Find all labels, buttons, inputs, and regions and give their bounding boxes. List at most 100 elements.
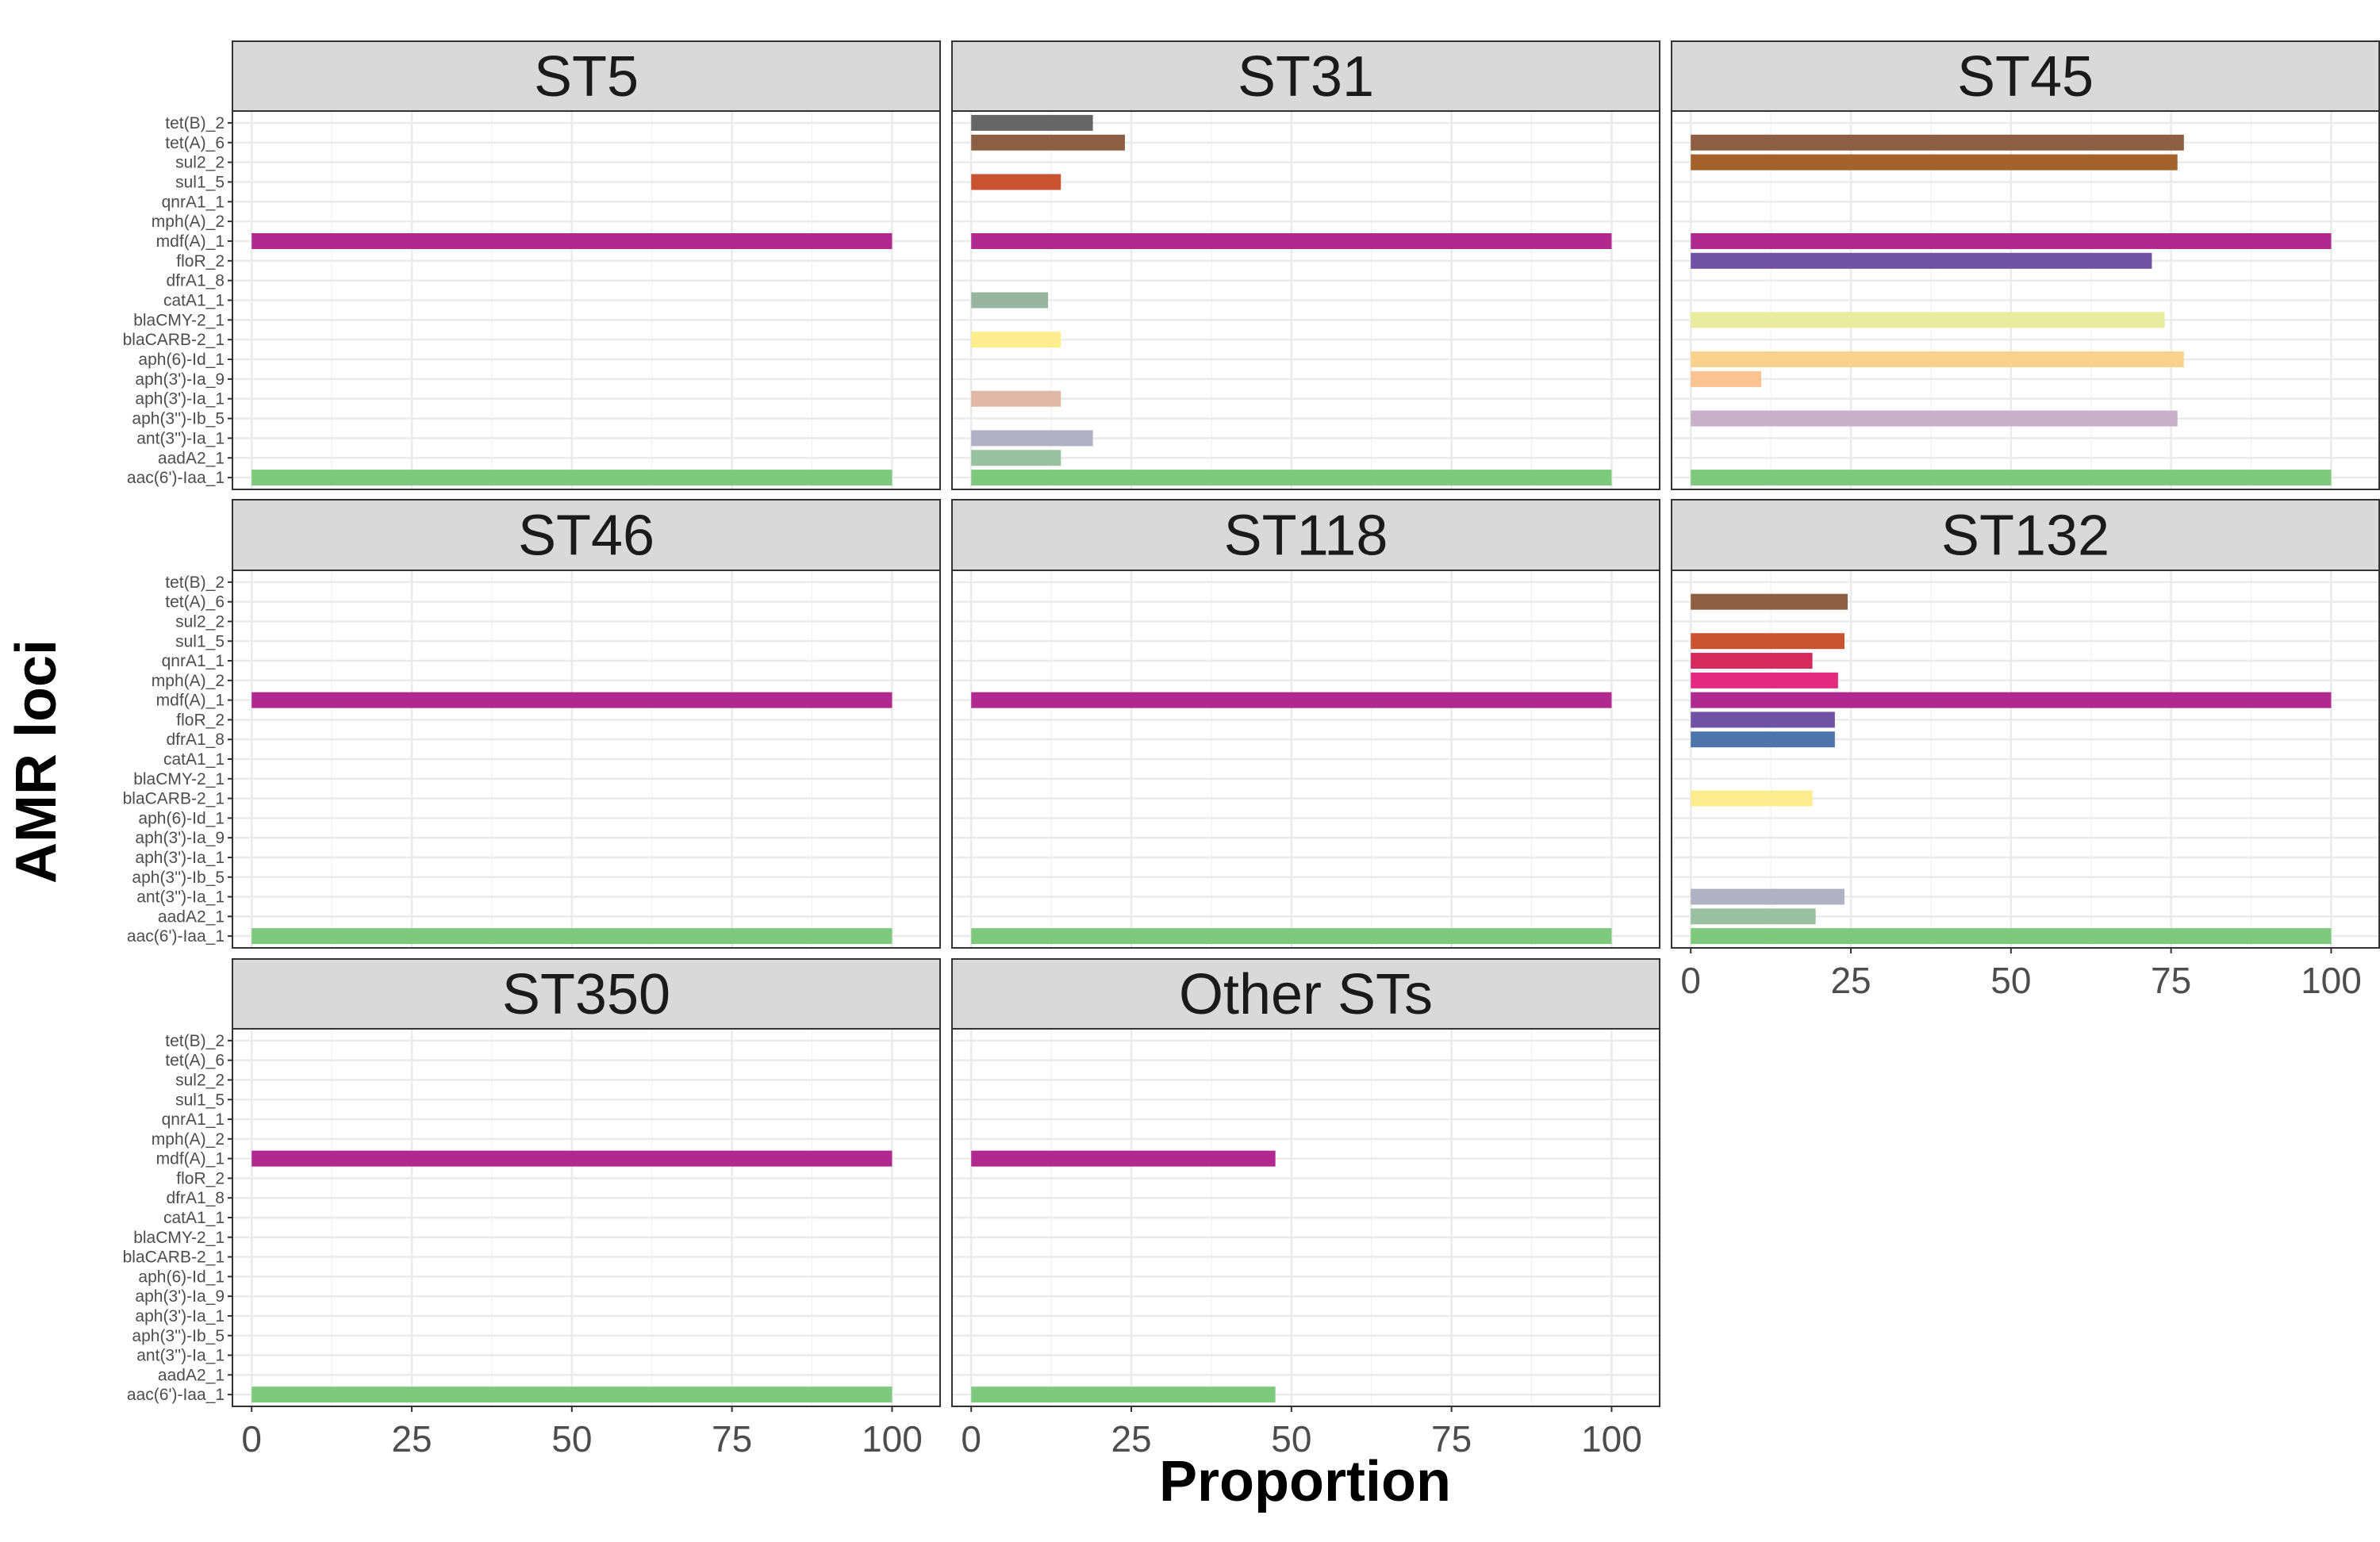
- bar-st45-aph-3-ib-5: [1691, 410, 2178, 427]
- x-tick-label: 75: [2151, 960, 2191, 1001]
- y-tick-label: dfrA1_8: [166, 731, 225, 749]
- y-tick-label: mdf(A)_1: [156, 232, 225, 251]
- y-tick-label: ant(3'')-Ia_1: [136, 1347, 225, 1365]
- y-tick-label: aadA2_1: [158, 1366, 225, 1384]
- x-tick-label: 25: [1830, 960, 1871, 1001]
- y-tick-label: ant(3'')-Ia_1: [136, 888, 225, 907]
- y-axis-title: AMR loci: [5, 639, 68, 884]
- facet-strip-label: ST5: [534, 45, 639, 109]
- bar-st132-sul1-5: [1691, 633, 1844, 650]
- bar-st132-blacarb-2-1: [1691, 790, 1813, 807]
- y-tick-label: mdf(A)_1: [156, 692, 225, 710]
- bar-st31-sul1-5: [971, 174, 1061, 190]
- facet-panel-st132: ST132 0 25 50 75 100: [1671, 499, 2380, 1001]
- bar-st31-aada2-1: [971, 450, 1061, 466]
- y-tick-label: qnrA1_1: [162, 652, 225, 670]
- x-tick-label: 25: [391, 1418, 432, 1460]
- x-tick-label: 100: [1581, 1418, 1642, 1460]
- y-tick-label: sul2_2: [175, 612, 225, 631]
- x-tick-label: 0: [961, 1418, 981, 1460]
- x-axis-title: Proportion: [1159, 1450, 1451, 1513]
- bar-st46-mdf-a-1: [251, 692, 892, 708]
- y-tick-label: sul1_5: [175, 173, 225, 191]
- bar-st31-aph-3-ia-1: [971, 390, 1061, 407]
- bar-st132-tet-a-6: [1691, 593, 1848, 610]
- bar-st45-blacmy-2-1: [1691, 312, 2165, 328]
- facet-strip-st31: [951, 40, 1660, 112]
- y-tick-label: aac(6')-Iaa_1: [127, 927, 225, 946]
- facet-strip-st132: [1671, 499, 2380, 571]
- facet-strip-label: ST31: [1238, 45, 1374, 109]
- bar-st31-blacarb-2-1: [971, 332, 1061, 348]
- bar-st31-tet-b-2: [971, 114, 1093, 131]
- bar-st31-mdf-a-1: [971, 232, 1612, 249]
- bar-st45-sul2-2: [1691, 154, 2178, 171]
- y-tick-label: sul2_2: [175, 1071, 225, 1089]
- y-tick-label: catA1_1: [163, 292, 225, 310]
- y-tick-label: aph(3')-Ia_1: [135, 1307, 225, 1325]
- y-tick-label: dfrA1_8: [166, 1189, 225, 1207]
- bar-st118-aac-6-iaa-1: [971, 928, 1612, 945]
- y-tick-label: qnrA1_1: [162, 1110, 225, 1129]
- x-tick-label: 50: [551, 1418, 592, 1460]
- bar-st132-flor-2: [1691, 712, 1835, 728]
- x-tick-label: 25: [1111, 1418, 1151, 1460]
- bar-st45-tet-a-6: [1691, 134, 2184, 151]
- facet-strip-label: ST45: [1957, 45, 2094, 109]
- y-tick-label: aac(6')-Iaa_1: [127, 469, 225, 487]
- facet-strip-label: ST118: [1224, 504, 1388, 568]
- y-tick-label: blaCMY-2_1: [133, 311, 225, 329]
- y-tick-label: aac(6')-Iaa_1: [127, 1386, 225, 1404]
- facet-panel-st31: ST31: [951, 40, 1660, 490]
- y-tick-label: aph(3')-Ia_9: [135, 370, 225, 389]
- y-tick-label: floR_2: [176, 711, 225, 729]
- facet-panel-other-sts: Other STs 0 25 50 75 100: [951, 958, 1660, 1460]
- bar-st45-aph-6-id-1: [1691, 351, 2184, 368]
- y-tick-label: blaCMY-2_1: [133, 1229, 225, 1247]
- bar-st132-aac-6-iaa-1: [1691, 928, 2332, 945]
- x-tick-label: 0: [1680, 960, 1701, 1001]
- y-tick-label: aph(3'')-Ib_5: [132, 869, 225, 887]
- y-tick-label: tet(B)_2: [165, 573, 225, 592]
- y-tick-label: mph(A)_2: [152, 1130, 225, 1149]
- y-tick-label: aph(3')-Ia_1: [135, 390, 225, 409]
- x-tick-label: 75: [1431, 1418, 1472, 1460]
- bar-st31-aac-6-iaa-1: [971, 470, 1612, 486]
- y-tick-label: tet(A)_6: [165, 134, 225, 152]
- y-tick-label: tet(A)_6: [165, 1052, 225, 1070]
- y-tick-label: aph(6)-Id_1: [138, 1268, 225, 1286]
- x-tick-label: 50: [1271, 1418, 1311, 1460]
- x-tick-label: 75: [712, 1418, 752, 1460]
- y-tick-label: aph(3')-Ia_9: [135, 1287, 225, 1306]
- y-tick-label: blaCARB-2_1: [123, 1249, 225, 1267]
- facet-strip-label: ST46: [518, 504, 654, 568]
- bar-st132-dfra1-8: [1691, 731, 1835, 748]
- x-tick-label: 0: [241, 1418, 262, 1460]
- bar-st132-ant-3-ia-1: [1691, 888, 1844, 905]
- facet-strip-st5: [232, 40, 941, 112]
- y-tick-label: sul1_5: [175, 632, 225, 650]
- y-tick-label: mdf(A)_1: [156, 1150, 225, 1168]
- y-tick-label: aph(6)-Id_1: [138, 351, 225, 369]
- x-tick-label: 100: [862, 1418, 923, 1460]
- y-tick-label: mph(A)_2: [152, 672, 225, 690]
- facet-strip-label: ST132: [1941, 504, 2109, 568]
- y-tick-label: aph(3'')-Ib_5: [132, 410, 225, 428]
- bar-st31-cata1-1: [971, 292, 1049, 309]
- y-tick-label: qnrA1_1: [162, 193, 225, 211]
- bar-st118-mdf-a-1: [971, 692, 1612, 708]
- y-tick-label: catA1_1: [163, 750, 225, 769]
- y-tick-label: aph(6)-Id_1: [138, 809, 225, 827]
- facet-strip-st118: [951, 499, 1660, 571]
- x-tick-label: 100: [2301, 960, 2362, 1001]
- y-tick-label: floR_2: [176, 252, 225, 270]
- y-tick-label: mph(A)_2: [152, 213, 225, 231]
- facet-strip-label: ST350: [502, 963, 670, 1026]
- y-tick-label: aadA2_1: [158, 907, 225, 926]
- y-tick-label: ant(3'')-Ia_1: [136, 429, 225, 447]
- y-tick-label: tet(A)_6: [165, 593, 225, 612]
- bar-st45-mdf-a-1: [1691, 232, 2332, 249]
